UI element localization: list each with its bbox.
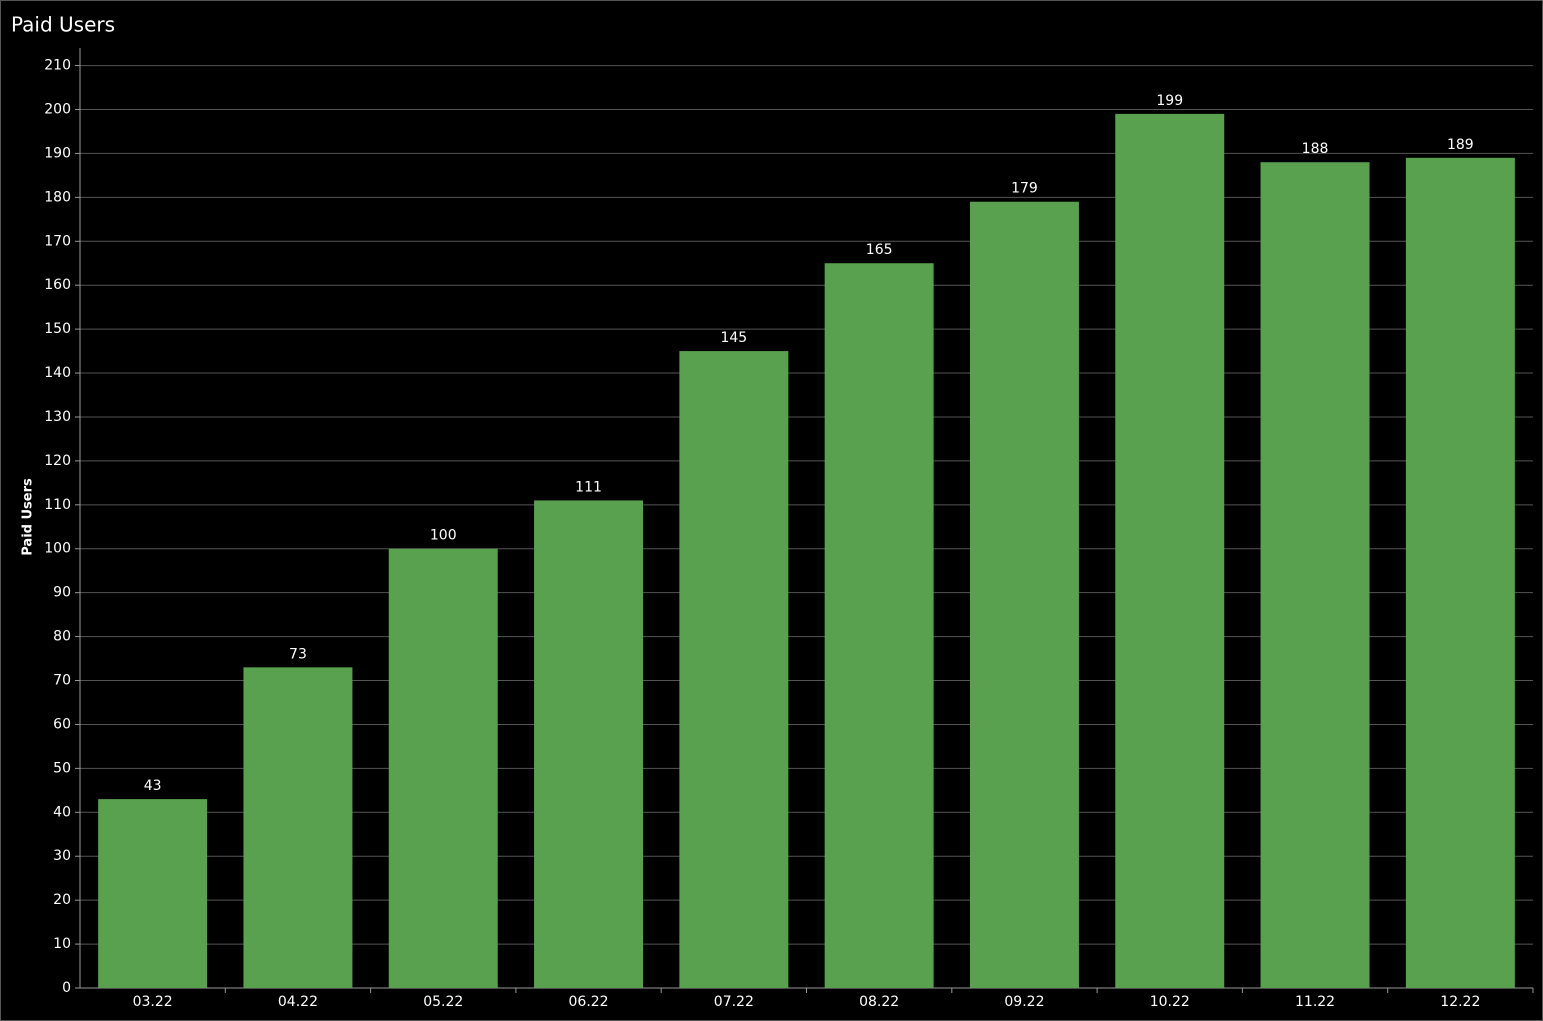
y-tick-label: 160	[44, 277, 71, 293]
y-tick-label: 70	[53, 673, 71, 689]
y-tick-label: 170	[44, 233, 71, 249]
chart-title: Paid Users	[11, 13, 115, 37]
y-tick-label: 150	[44, 321, 71, 337]
y-tick-label: 100	[44, 541, 71, 557]
data-label: 100	[430, 528, 457, 544]
x-tick-label: 07.22	[714, 994, 754, 1010]
bar	[969, 201, 1079, 989]
bar	[679, 351, 789, 988]
bar	[1115, 113, 1225, 989]
y-tick-label: 40	[53, 804, 71, 820]
bar	[534, 500, 644, 988]
y-tick-label: 10	[53, 936, 71, 952]
y-tick-label: 140	[44, 365, 71, 381]
y-tick-label: 60	[53, 716, 71, 732]
data-label: 165	[866, 242, 893, 258]
data-label: 73	[289, 646, 307, 662]
bar	[98, 799, 208, 988]
x-tick-label: 06.22	[569, 994, 609, 1010]
bar	[824, 263, 934, 988]
x-tick-label: 12.22	[1440, 994, 1480, 1010]
x-tick-label: 08.22	[859, 994, 899, 1010]
x-tick-label: 05.22	[423, 994, 463, 1010]
data-label: 199	[1156, 93, 1183, 109]
x-tick-label: 11.22	[1295, 994, 1335, 1010]
y-tick-label: 190	[44, 145, 71, 161]
data-label: 145	[720, 330, 747, 346]
x-tick-label: 04.22	[278, 994, 318, 1010]
y-tick-label: 210	[44, 58, 71, 74]
y-tick-label: 120	[44, 453, 71, 469]
data-label: 188	[1302, 141, 1329, 157]
y-tick-label: 50	[53, 760, 71, 776]
data-label: 111	[575, 479, 602, 495]
x-tick-label: 03.22	[133, 994, 173, 1010]
bar	[1260, 162, 1370, 988]
bar	[1405, 157, 1515, 988]
x-tick-label: 09.22	[1004, 994, 1044, 1010]
y-tick-label: 180	[44, 189, 71, 205]
y-tick-label: 20	[53, 892, 71, 908]
x-tick-label: 10.22	[1150, 994, 1190, 1010]
y-tick-label: 130	[44, 409, 71, 425]
y-tick-label: 0	[62, 980, 71, 996]
y-tick-label: 30	[53, 848, 71, 864]
bar	[388, 548, 498, 988]
y-tick-label: 90	[53, 585, 71, 601]
y-tick-label: 110	[44, 497, 71, 513]
y-tick-label: 80	[53, 629, 71, 645]
y-axis-label: Paid Users	[21, 478, 36, 556]
data-label: 43	[144, 778, 162, 794]
data-label: 189	[1447, 137, 1474, 153]
data-label: 179	[1011, 181, 1038, 197]
bar	[243, 667, 353, 988]
y-tick-label: 200	[44, 101, 71, 117]
